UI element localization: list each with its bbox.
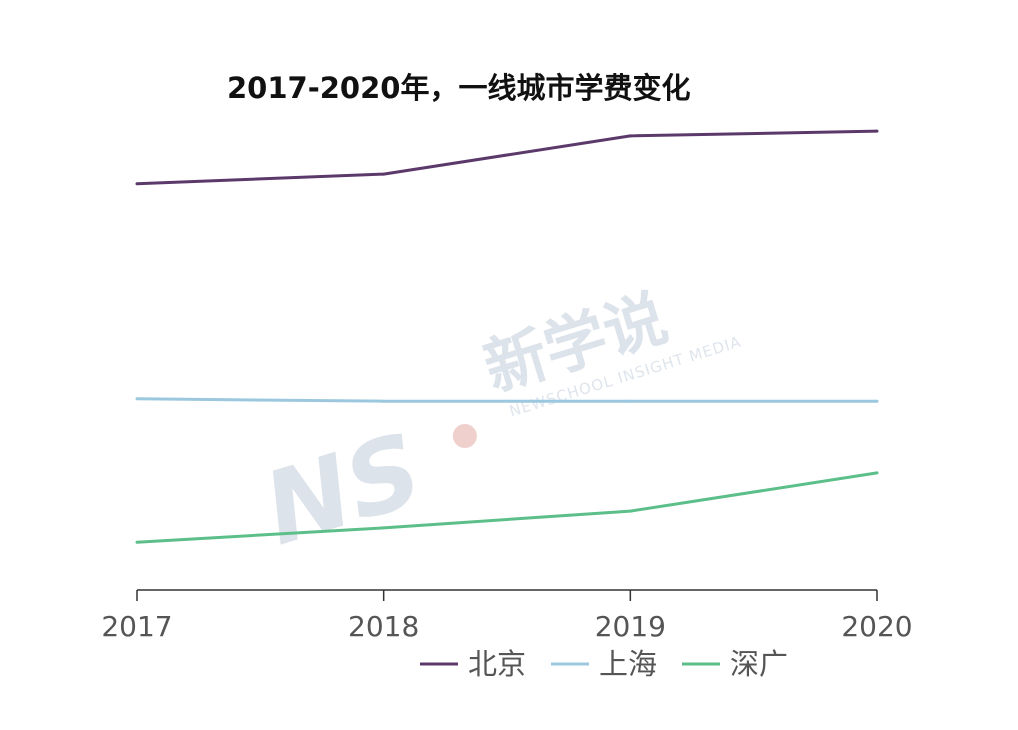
series-line-1: [136, 397, 877, 403]
series-line-2: [136, 471, 878, 544]
legend-label-2: 深广: [730, 647, 788, 681]
x-tick-label: 2018: [348, 610, 419, 643]
data-point-0-1: [382, 172, 386, 176]
watermark-logo: NS 新学说 NEWSCHOOL INSIGHT MEDIA: [251, 281, 743, 568]
data-point-1-0: [135, 397, 139, 401]
data-point-1-1: [382, 399, 386, 403]
data-point-0-3: [875, 129, 879, 133]
data-point-2-3: [875, 471, 879, 475]
data-point-2-0: [135, 540, 139, 544]
x-axis-ticks: 2017 2018 2019 2020: [101, 590, 913, 643]
data-point-0-2: [628, 134, 632, 138]
series-line-0: [136, 129, 878, 186]
data-point-0-0: [135, 182, 139, 186]
watermark-dot-icon: [452, 423, 477, 448]
data-point-2-1: [382, 526, 386, 530]
chart-title: 2017-2020年，一线城市学费变化: [227, 71, 690, 105]
legend-label-0: 北京: [468, 647, 526, 681]
x-tick-label: 2019: [595, 610, 666, 643]
watermark-logo-text: NS: [251, 411, 434, 568]
x-tick-label: 2017: [101, 610, 172, 643]
data-point-1-2: [628, 399, 632, 403]
data-point-2-2: [628, 509, 632, 513]
data-point-1-3: [875, 399, 879, 403]
series-layer: [135, 129, 879, 544]
x-tick-label: 2020: [841, 610, 912, 643]
legend-label-1: 上海: [599, 647, 657, 681]
legend: 北京 上海 深广: [420, 647, 788, 681]
